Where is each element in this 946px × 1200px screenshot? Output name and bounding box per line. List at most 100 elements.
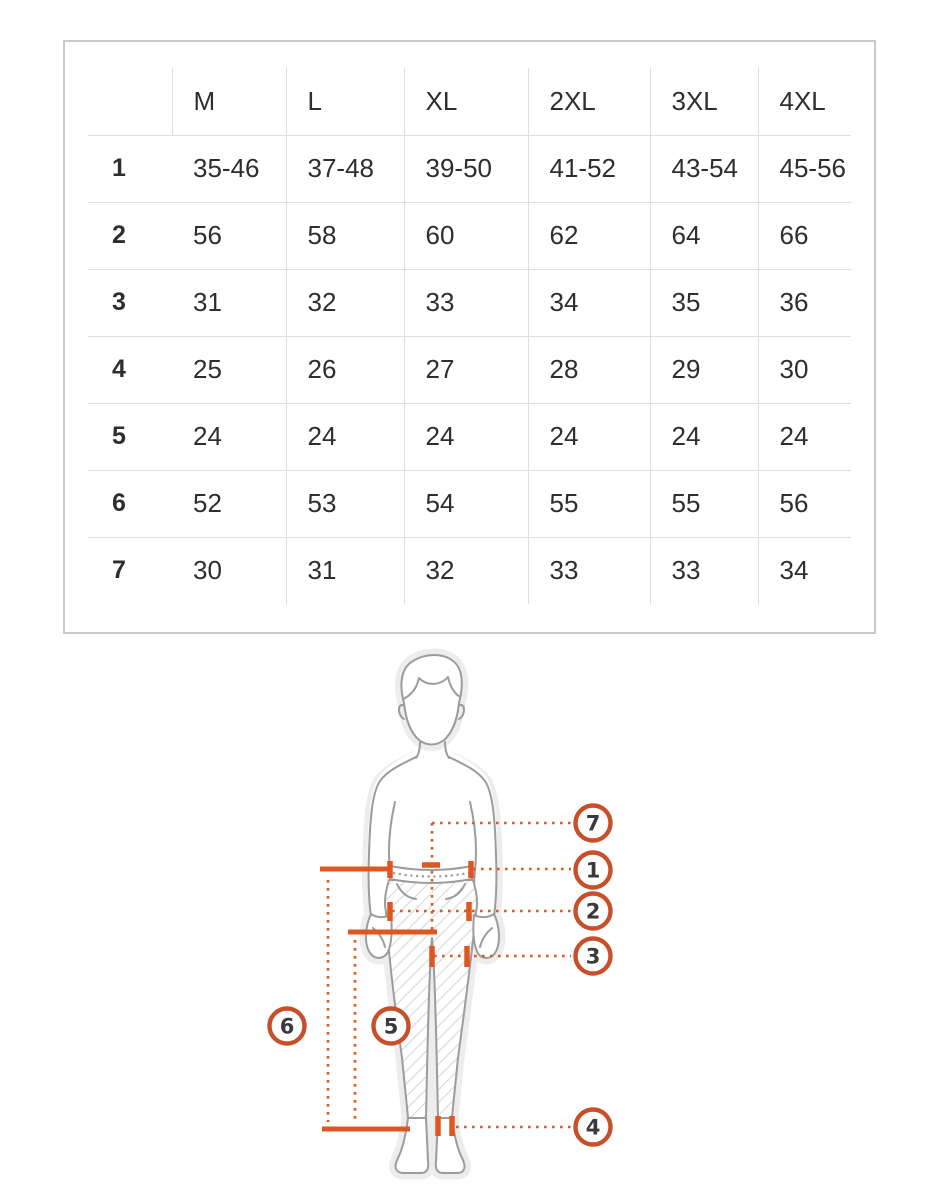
callout-2: 2 [573, 891, 613, 931]
right-hand [472, 913, 500, 959]
table-cell: 28 [527, 335, 650, 403]
table-cell: 26 [285, 335, 404, 403]
table-cell: 35 [649, 268, 758, 336]
table-cell: 31 [172, 268, 286, 336]
table-cell: 53 [285, 469, 404, 537]
table-row-7: 7 30 31 32 33 33 34 [88, 536, 851, 604]
table-row-5: 5 24 24 24 24 24 24 [88, 402, 851, 470]
table-cell: 64 [649, 201, 758, 269]
waistband [389, 865, 473, 884]
table-cell: 24 [527, 402, 650, 470]
callout-6: 6 [267, 1006, 307, 1046]
table-cell: 34 [757, 536, 851, 604]
table-cell: 43-54 [649, 134, 758, 202]
left-arm-outline [367, 756, 417, 917]
size-table-grid: M L XL 2XL 3XL 4XL 1 35-46 37-48 39-50 41-52 43-54… [88, 68, 851, 604]
size-table-header-row: M L XL 2XL 3XL 4XL [88, 68, 851, 135]
table-cell: 56 [172, 201, 286, 269]
size-table-body: 1 35-46 37-48 39-50 41-52 43-54 45-56 2 56 58 60 62… [88, 134, 851, 604]
table-cell: 66 [757, 201, 851, 269]
table-row-1: 1 35-46 37-48 39-50 41-52 43-54 45-56 [88, 134, 851, 202]
table-cell: 33 [403, 268, 528, 336]
callout-number: 5 [384, 1015, 399, 1039]
callout-1: 1 [573, 850, 613, 890]
callout-number: 4 [586, 1116, 601, 1140]
table-cell: 56 [757, 469, 851, 537]
corner-cell [88, 68, 172, 135]
left-thumb [372, 927, 386, 948]
table-cell: 62 [527, 201, 650, 269]
table-cell: 55 [527, 469, 650, 537]
callout-7: 7 [573, 803, 613, 843]
right-pocket [445, 883, 466, 900]
row-label: 6 [88, 469, 172, 537]
table-cell: 39-50 [403, 134, 528, 202]
left-foot [394, 1117, 430, 1174]
right-thumb [479, 927, 493, 948]
hair-fringe [402, 676, 461, 700]
table-cell: 35-46 [172, 134, 286, 202]
callout-4: 4 [573, 1107, 613, 1147]
table-cell: 60 [403, 201, 528, 269]
table-cell: 33 [649, 536, 758, 604]
table-cell: 30 [172, 536, 286, 604]
callout-ring [371, 1006, 411, 1046]
left-ear [398, 704, 405, 720]
row-label: 1 [88, 134, 172, 202]
table-row-6: 6 52 53 54 55 55 56 [88, 469, 851, 537]
column-header-2XL: 2XL [527, 68, 650, 135]
table-cell: 36 [757, 268, 851, 336]
table-cell: 55 [649, 469, 758, 537]
row-label: 5 [88, 402, 172, 470]
callout-number: 2 [586, 900, 601, 924]
callout-ring [573, 850, 613, 890]
table-cell: 52 [172, 469, 286, 537]
right-ear [458, 704, 465, 720]
table-cell: 29 [649, 335, 758, 403]
table-cell: 32 [403, 536, 528, 604]
table-cell: 25 [172, 335, 286, 403]
column-header-XL: XL [403, 68, 528, 135]
table-cell: 45-56 [757, 134, 851, 202]
right-foot [434, 1117, 466, 1174]
table-cell: 27 [403, 335, 528, 403]
table-cell: 34 [527, 268, 650, 336]
callout-number: 7 [586, 812, 601, 836]
row-label: 7 [88, 536, 172, 604]
table-cell: 37-48 [285, 134, 404, 202]
row-label: 3 [88, 268, 172, 336]
table-cell: 24 [649, 402, 758, 470]
table-cell: 54 [403, 469, 528, 537]
callout-ring [573, 891, 613, 931]
table-row-2: 2 56 58 60 62 64 66 [88, 201, 851, 269]
left-pocket [396, 883, 417, 900]
table-cell: 30 [757, 335, 851, 403]
callout-ring [573, 803, 613, 843]
callout-ring [267, 1006, 307, 1046]
column-header-L: L [285, 68, 404, 135]
table-cell: 58 [285, 201, 404, 269]
callout-ring [573, 936, 613, 976]
callout-3: 3 [573, 936, 613, 976]
callout-ring [573, 1107, 613, 1147]
waistband-drawstring [392, 871, 470, 878]
table-cell: 24 [403, 402, 528, 470]
measurement-diagram: 7 1 2 3 6 5 4 [267, 648, 613, 1180]
table-cell: 32 [285, 268, 404, 336]
table-cell: 31 [285, 536, 404, 604]
callout-number: 1 [586, 859, 601, 883]
callout-number: 6 [280, 1015, 295, 1039]
table-row-3: 3 31 32 33 34 35 36 [88, 268, 851, 336]
table-cell: 41-52 [527, 134, 650, 202]
callout-5: 5 [371, 1006, 411, 1046]
column-header-M: M [171, 68, 286, 135]
table-row-4: 4 25 26 27 28 29 30 [88, 335, 851, 403]
table-cell: 24 [285, 402, 404, 470]
table-cell: 24 [172, 402, 286, 470]
callout-layer: 7 1 2 3 6 5 4 [267, 803, 613, 1147]
right-arm-outline [448, 756, 498, 917]
row-label: 2 [88, 201, 172, 269]
column-header-3XL: 3XL [649, 68, 758, 135]
row-label: 4 [88, 335, 172, 403]
